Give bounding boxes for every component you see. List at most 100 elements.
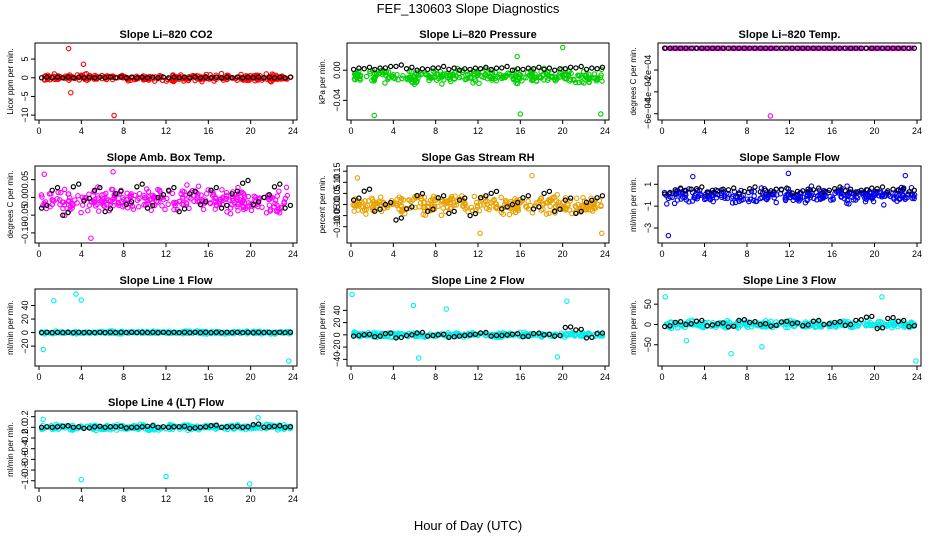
data-point (73, 329, 79, 335)
hourly-point (208, 329, 214, 336)
x-tick-label: 16 (203, 494, 213, 504)
data-point (567, 198, 573, 204)
hourly-point (425, 66, 431, 73)
data-point (512, 72, 518, 79)
x-tick-label: 20 (869, 249, 879, 259)
data-point (463, 72, 469, 79)
points-layer (662, 45, 918, 119)
hourly-point (493, 332, 500, 339)
data-point (447, 78, 454, 85)
data-point (740, 196, 746, 203)
hourly-point (102, 208, 108, 215)
panel-7: Slope Line 1 Flow 0 4 8 12 16 20 24 −20 0 20 40 ml/m… (6, 275, 298, 382)
data-point (582, 207, 589, 213)
x-tick-label: 8 (121, 126, 126, 136)
hourly-point (725, 45, 732, 51)
data-point (500, 73, 507, 79)
data-point (586, 76, 593, 82)
hourly-point (599, 64, 606, 71)
y-tick-label: 0.0 (20, 421, 30, 434)
points-layer (350, 172, 606, 237)
panel-title: Slope Amb. Box Temp. (107, 152, 226, 164)
data-point (279, 329, 285, 336)
hourly-point (44, 424, 50, 430)
data-point (50, 197, 56, 203)
hourly-point (768, 188, 774, 194)
data-point (76, 77, 83, 83)
hourly-point (366, 186, 373, 192)
hourly-point (530, 330, 537, 337)
y-tick-label: 20 (332, 318, 342, 328)
data-point (94, 201, 100, 208)
data-point (123, 196, 130, 203)
data-point (227, 210, 234, 217)
data-point (854, 45, 861, 51)
hourly-point (885, 45, 891, 51)
data-point (422, 71, 429, 77)
hourly-point (414, 192, 420, 199)
data-point (398, 203, 405, 209)
outlier-point (767, 113, 774, 119)
data-point (565, 202, 571, 208)
x-tick-label: 12 (473, 126, 483, 136)
hourly-point (472, 331, 479, 337)
data-point (860, 192, 866, 198)
hourly-point (271, 329, 278, 336)
hourly-point (419, 190, 426, 197)
hourly-point (139, 329, 145, 335)
data-point (902, 196, 908, 203)
hourly-point (515, 199, 521, 206)
data-point (664, 201, 670, 207)
hourly-point (583, 66, 590, 73)
outlier-point (65, 45, 72, 52)
hourly-point (187, 425, 193, 432)
data-point (439, 73, 446, 80)
data-point (79, 329, 85, 336)
hourly-point (895, 187, 902, 193)
data-point (732, 199, 739, 206)
data-point (893, 191, 900, 198)
data-point (263, 210, 270, 216)
hourly-point (176, 424, 182, 430)
data-point (406, 197, 412, 203)
data-point (219, 187, 225, 193)
hourly-point (826, 187, 833, 193)
hourly-point (49, 187, 55, 193)
hourly-point (239, 329, 246, 336)
points-layer (38, 45, 294, 119)
data-point (438, 212, 445, 219)
hourly-point (456, 197, 463, 203)
hourly-point (536, 330, 542, 336)
hourly-point (552, 67, 558, 73)
x-tick-label: 12 (161, 249, 171, 259)
hourly-point (879, 325, 886, 331)
x-tick-label: 16 (515, 249, 525, 259)
data-point (506, 331, 513, 337)
hourly-point (91, 75, 98, 81)
data-point (61, 186, 68, 193)
hourly-point (356, 195, 362, 201)
x-tick-label: 24 (288, 249, 298, 259)
hourly-point (377, 206, 383, 212)
hourly-point (435, 332, 441, 338)
y-tick-label: −6e−04 (643, 98, 653, 129)
hourly-point (573, 327, 579, 333)
hourly-point (239, 75, 246, 81)
hourly-point (266, 74, 272, 80)
hourly-point (688, 321, 694, 327)
hourly-point (208, 423, 214, 429)
data-point (518, 199, 524, 205)
hourly-point (128, 199, 135, 205)
data-point (439, 81, 445, 87)
x-tick-label: 0 (36, 372, 41, 382)
outlier-point (371, 112, 378, 119)
hourly-point (65, 329, 71, 335)
hourly-point (821, 45, 827, 51)
data-point (774, 192, 780, 198)
x-tick-label: 8 (744, 126, 749, 136)
hourly-point (102, 424, 108, 430)
hourly-point (890, 314, 896, 321)
data-point (446, 71, 453, 78)
x-tick-label: 0 (659, 249, 664, 259)
